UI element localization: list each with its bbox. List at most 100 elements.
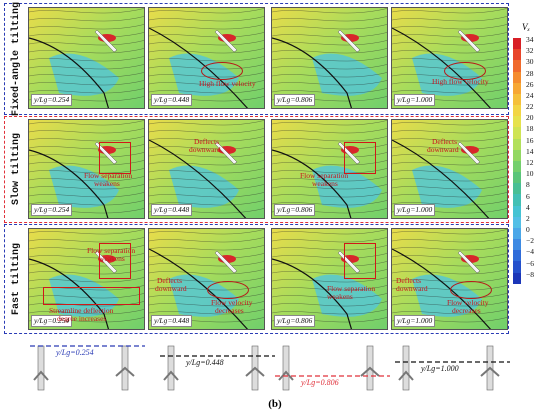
colorbar-tick-label: −2	[526, 236, 534, 246]
highlight-ellipse	[450, 281, 492, 299]
position-label: y/Lɡ=0.254	[31, 94, 73, 106]
rotor-sketch	[160, 345, 275, 391]
contour-panel-r0-c0: y/Lɡ=0.254	[28, 7, 145, 109]
annotation-text: decreases	[452, 306, 481, 315]
annotation-text: Flow velocity	[211, 298, 253, 307]
colorbar-tick-label: 18	[526, 124, 534, 134]
row-frame-fast	[4, 224, 509, 334]
annotation-text: decreases	[215, 306, 244, 315]
position-label: y/Lɡ=0.806	[274, 94, 316, 106]
velocity-field	[29, 8, 144, 108]
annotation-text: weakens	[94, 179, 120, 188]
annotation-text: downward	[155, 284, 187, 293]
velocity-field	[272, 229, 387, 329]
colorbar-swatch	[513, 116, 521, 128]
contour-panel-r2-c2: y/Lɡ=0.806 Flow separation weakens	[271, 228, 388, 330]
contour-panel-r0-c2: y/Lɡ=0.806	[271, 7, 388, 109]
colorbar-tick-label: −4	[526, 247, 534, 257]
colorbar-swatch	[513, 183, 521, 195]
velocity-field	[392, 120, 507, 218]
rotor-sketch	[395, 345, 510, 391]
position-label: y/Lɡ=0.254	[31, 315, 73, 327]
velocity-field	[149, 8, 264, 108]
contour-panel-r2-c3: y/Lɡ=1.000 Deflects downward Flow velocity d…	[391, 228, 508, 330]
colorbar-swatch	[513, 172, 521, 184]
annotation-text: Flow velocity	[447, 298, 489, 307]
colorbar-swatch	[513, 71, 521, 83]
row-label-fixed: Fixed-angle tilting	[10, 1, 22, 117]
velocity-field	[149, 229, 264, 329]
colorbar-swatch	[513, 194, 521, 206]
colorbar-tick-label: 16	[526, 135, 534, 145]
position-label: y/Lɡ=0.448	[151, 204, 193, 216]
position-label: y/Lɡ=1.000	[394, 94, 436, 106]
annotation-text: weakens	[99, 254, 125, 263]
colorbar-swatch	[513, 82, 521, 94]
colorbar-swatch	[513, 149, 521, 161]
colorbar-swatch	[513, 127, 521, 139]
annotation-text: degree increases	[57, 314, 107, 323]
annotation-text: Deflects	[432, 137, 457, 146]
annotation-text: Flow separation	[300, 171, 349, 180]
position-label: y/Lɡ=0.448	[151, 94, 193, 106]
geometry-sketch-0: y/Lɡ=0.254	[30, 342, 150, 394]
highlight-ellipse	[201, 62, 243, 80]
colorbar-tick-label: 26	[526, 79, 534, 89]
highlight-box	[344, 243, 376, 279]
highlight-box	[99, 243, 131, 279]
annotation-text: Flow separation	[84, 171, 133, 180]
geometry-sketch-2: y/Lɡ=0.806	[275, 342, 395, 394]
figure-caption: (b)	[268, 398, 282, 410]
contour-panel-r1-c2: y/Lɡ=0.806 Flow separation weakens	[271, 119, 388, 219]
colorbar-swatch	[513, 272, 521, 284]
colorbar-title: Vₓ	[522, 22, 531, 32]
section-position-label: y/Lɡ=1.000	[421, 364, 459, 373]
contour-panel-r0-c3: y/Lɡ=1.000 High flow velocity	[391, 7, 508, 109]
colorbar-swatch	[513, 239, 521, 251]
colorbar-tick-label: −8	[526, 269, 534, 279]
row-label-fast: Fast tilting	[10, 242, 22, 315]
annotation-text: downward	[396, 284, 428, 293]
colorbar-tick-label: 32	[526, 46, 534, 56]
highlight-box	[43, 287, 140, 305]
velocity-field	[29, 120, 144, 218]
row-frame-slow	[4, 116, 509, 223]
contour-panel-r2-c0: y/Lɡ=0.254 Flow separation weakens Streamli…	[28, 228, 145, 330]
annotation-text: High flow velocity	[432, 77, 489, 86]
geometry-sketch-1: y/Lɡ=0.448	[160, 342, 280, 394]
highlight-box	[99, 142, 131, 174]
position-label: y/Lɡ=0.806	[274, 315, 316, 327]
annotation-text: Flow separation	[327, 284, 376, 293]
colorbar-tick-label: 28	[526, 68, 534, 78]
colorbar-swatch	[513, 227, 521, 240]
velocity-field	[272, 8, 387, 108]
colorbar-swatch	[513, 60, 521, 72]
colorbar-tick-label: 22	[526, 102, 534, 112]
colorbar-tick-label: 8	[526, 180, 530, 190]
colorbar-tick-label: 30	[526, 57, 534, 67]
contour-panel-r1-c3: y/Lɡ=1.000 Deflects downward	[391, 119, 508, 219]
position-label: y/Lɡ=1.000	[394, 204, 436, 216]
velocity-field	[29, 229, 144, 329]
annotation-text: Deflects	[194, 137, 219, 146]
contour-panel-r2-c1: y/Lɡ=0.448 Deflects downward Flow velocity d…	[148, 228, 265, 330]
annotation-text: weakens	[327, 292, 353, 301]
highlight-ellipse	[444, 62, 486, 80]
colorbar-swatch	[513, 38, 521, 50]
colorbar-tick-label: 6	[526, 191, 530, 201]
highlight-ellipse	[207, 281, 249, 299]
position-label: y/Lɡ=0.254	[31, 204, 73, 216]
colorbar-swatch	[513, 93, 521, 106]
colorbar-tick-label: 20	[526, 113, 534, 123]
colorbar-swatch	[513, 261, 521, 273]
section-position-label: y/Lɡ=0.806	[301, 378, 339, 387]
annotation-text: High flow velocity	[199, 79, 256, 88]
row-frame-fixed	[4, 3, 509, 115]
annotation-text: Streamline deflection	[49, 306, 114, 315]
colorbar-tick-label: 4	[526, 202, 530, 212]
annotation-text: weakens	[312, 179, 338, 188]
section-position-label: y/Lɡ=0.448	[186, 358, 224, 367]
contour-panel-r1-c0: y/Lɡ=0.254 Flow separation weakens	[28, 119, 145, 219]
colorbar-tick-label: 24	[526, 90, 534, 100]
colorbar-tick-label: 14	[526, 146, 534, 156]
